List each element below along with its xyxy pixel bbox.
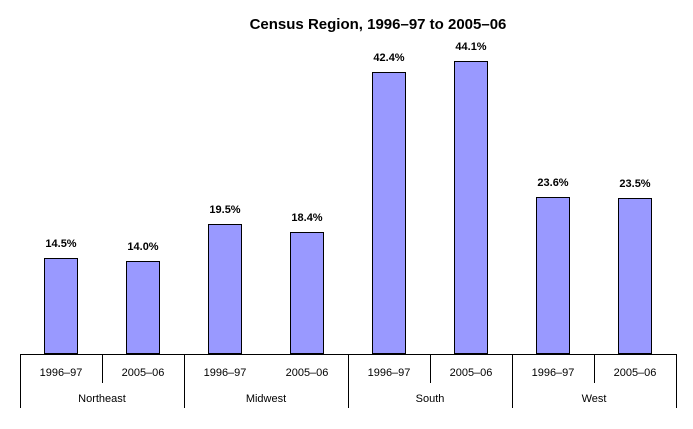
bar [44, 258, 78, 354]
year-divider [430, 354, 431, 383]
year-label: 1996–97 [203, 367, 247, 379]
bar-value-label: 44.1% [455, 41, 487, 53]
region-label: Northeast [78, 393, 126, 405]
region-label: South [415, 393, 445, 405]
year-label: 2005–06 [613, 367, 657, 379]
bar [454, 61, 488, 354]
year-label: 2005–06 [449, 367, 493, 379]
bar-value-label: 23.6% [537, 177, 569, 189]
year-divider [594, 354, 595, 383]
year-label: 2005–06 [285, 367, 329, 379]
bar [618, 198, 652, 354]
region-divider [676, 354, 677, 408]
year-label: 2005–06 [121, 367, 165, 379]
region-label: Midwest [245, 393, 287, 405]
region-divider [348, 354, 349, 408]
bar-value-label: 18.4% [291, 212, 323, 224]
chart-title: Census Region, 1996–97 to 2005–06 [249, 16, 507, 33]
bar [126, 261, 160, 354]
region-divider [20, 354, 21, 408]
year-label: 1996–97 [531, 367, 575, 379]
year-label: 1996–97 [367, 367, 411, 379]
bar [372, 72, 406, 354]
bar-value-label: 19.5% [209, 204, 241, 216]
bar [290, 232, 324, 354]
year-divider [102, 354, 103, 383]
bar-value-label: 42.4% [373, 52, 405, 64]
x-axis-line [20, 354, 677, 355]
bar [536, 197, 570, 354]
region-label: West [581, 393, 607, 405]
bar-value-label: 23.5% [619, 178, 651, 190]
bar-value-label: 14.5% [45, 238, 77, 250]
year-label: 1996–97 [39, 367, 83, 379]
region-divider [184, 354, 185, 408]
bar-value-label: 14.0% [127, 241, 159, 253]
bar [208, 224, 242, 354]
region-divider [512, 354, 513, 408]
